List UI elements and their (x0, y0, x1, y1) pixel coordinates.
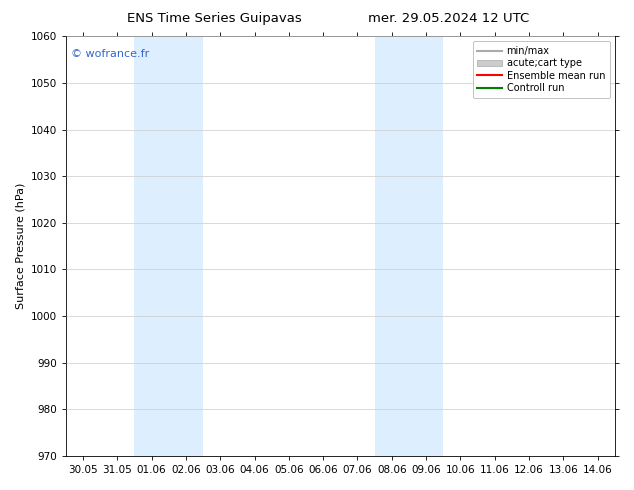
Legend: min/max, acute;cart type, Ensemble mean run, Controll run: min/max, acute;cart type, Ensemble mean … (472, 41, 610, 98)
Bar (375, 36, 443, 456)
Bar (134, 36, 203, 456)
Text: © wofrance.fr: © wofrance.fr (71, 49, 150, 59)
Text: mer. 29.05.2024 12 UTC: mer. 29.05.2024 12 UTC (368, 12, 529, 25)
Text: ENS Time Series Guipavas: ENS Time Series Guipavas (127, 12, 302, 25)
Y-axis label: Surface Pressure (hPa): Surface Pressure (hPa) (15, 183, 25, 309)
